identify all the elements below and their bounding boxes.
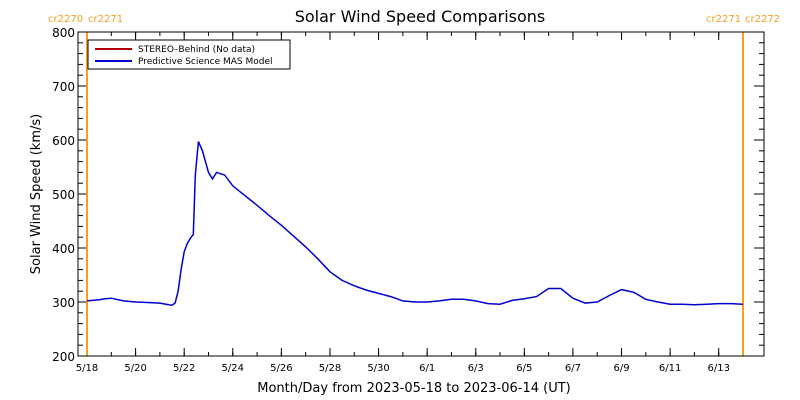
x-tick-label: 6/3 [468, 363, 484, 374]
x-tick-label: 5/30 [367, 363, 389, 374]
y-tick-label: 300 [52, 296, 75, 310]
x-tick-label: 5/20 [124, 363, 146, 374]
carrington-label-right-2: cr2272 [745, 14, 780, 25]
x-tick-label: 6/11 [659, 363, 681, 374]
carrington-label-left-2: cr2271 [88, 14, 123, 25]
x-axis-label: Month/Day from 2023-05-18 to 2023-06-14 … [257, 381, 570, 396]
carrington-label-left-1: cr2270 [48, 14, 83, 25]
y-tick-label: 800 [52, 26, 75, 40]
x-tick-label: 5/22 [173, 363, 195, 374]
plot-frame [77, 31, 765, 357]
x-tick-label: 6/13 [707, 363, 729, 374]
legend-box [87, 39, 291, 70]
x-tick-label: 5/18 [76, 363, 98, 374]
x-tick-label: 6/5 [516, 363, 532, 374]
x-tick-labels: 5/18 5/20 5/22 5/24 5/26 5/28 5/30 6/1 6/3 6/5 6/7… [76, 363, 730, 374]
y-axis-label: Solar Wind Speed (km/s) [29, 114, 44, 274]
x-tick-label: 5/24 [222, 363, 244, 374]
y-tick-label: 500 [52, 188, 75, 202]
legend-label-mas: Predictive Science MAS Model [138, 57, 273, 67]
x-tick-label: 5/26 [270, 363, 292, 374]
x-tick-label: 6/7 [565, 363, 581, 374]
x-tick-label: 5/28 [319, 363, 341, 374]
y-tick-label: 400 [52, 242, 75, 256]
axis-ticks [78, 31, 764, 357]
legend-label-stereo: STEREO–Behind (No data) [138, 45, 255, 55]
x-tick-label: 6/1 [419, 363, 435, 374]
y-tick-label: 200 [52, 350, 75, 364]
x-tick-label: 6/9 [613, 363, 629, 374]
chart-title: Solar Wind Speed Comparisons [295, 7, 546, 26]
carrington-label-right-1: cr2271 [706, 14, 741, 25]
series-line-mas-model [86, 141, 744, 306]
legend: STEREO–Behind (No data) Predictive Scien… [87, 39, 291, 70]
y-tick-labels: 200 300 400 500 600 700 800 [52, 26, 75, 364]
y-tick-label: 600 [52, 134, 75, 148]
y-tick-label: 700 [52, 80, 75, 94]
